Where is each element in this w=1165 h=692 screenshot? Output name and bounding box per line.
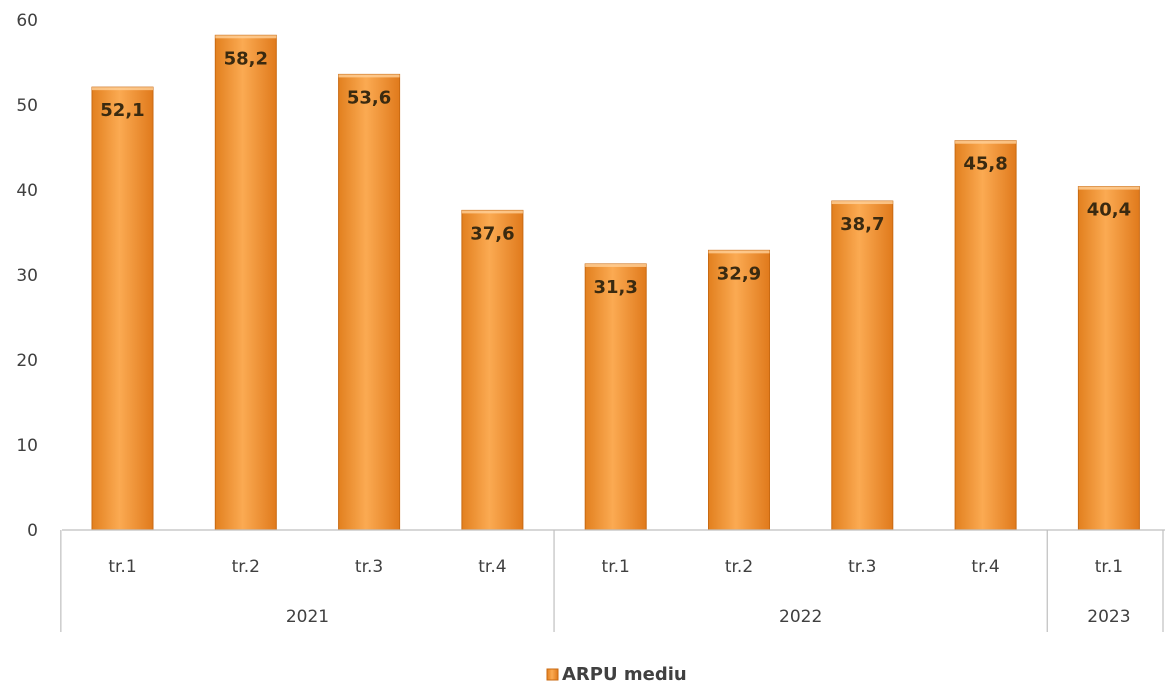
bar-top-highlight	[831, 201, 893, 205]
y-tick-label: 60	[16, 11, 38, 31]
data-label: 58,2	[224, 48, 268, 69]
x-group-label: 2021	[286, 607, 329, 627]
x-category-label: tr.2	[232, 557, 260, 577]
y-tick-label: 50	[16, 96, 38, 116]
data-label: 37,6	[470, 223, 514, 244]
bar	[461, 209, 524, 531]
bar	[338, 73, 401, 531]
bar-top-highlight	[585, 263, 647, 267]
data-labels-group: 52,1 58,2 53,6 37,6 31,3 32,9 38,7 45,8 40,4	[100, 48, 1131, 298]
bar-top-highlight	[92, 87, 153, 91]
data-label: 40,4	[1087, 200, 1131, 221]
bar	[708, 249, 770, 531]
bar-top-highlight	[338, 74, 400, 78]
y-tick-label: 0	[27, 521, 38, 541]
bar	[1077, 186, 1140, 531]
y-tick-label: 40	[16, 181, 38, 201]
bar-top-highlight	[1078, 186, 1140, 190]
bar-top-highlight	[461, 210, 523, 214]
y-tick-label: 30	[16, 266, 38, 286]
data-label: 53,6	[347, 87, 391, 108]
legend-label: ARPU mediu	[562, 664, 687, 685]
x-category-label: tr.2	[725, 557, 753, 577]
x-category-label: tr.3	[848, 557, 876, 577]
data-label: 32,9	[717, 263, 761, 284]
data-label: 45,8	[963, 154, 1007, 175]
bar	[954, 140, 1017, 531]
data-label: 52,1	[100, 100, 144, 121]
x-group-label: 2022	[779, 607, 822, 627]
bar-top-highlight	[215, 35, 277, 39]
x-category-label: tr.1	[602, 557, 630, 577]
bar-top-highlight	[955, 140, 1017, 144]
bar	[831, 200, 894, 531]
x-category-label: tr.1	[1095, 557, 1123, 577]
data-label: 38,7	[840, 214, 884, 235]
y-tick-label: 10	[16, 436, 38, 456]
bar	[584, 263, 647, 531]
bar	[214, 34, 277, 531]
x-group-label: 2023	[1087, 607, 1130, 627]
x-axis: tr.1 tr.2 tr.3 tr.4 tr.1 tr.2 tr.3 tr.4 tr.1 2021…	[60, 529, 1165, 632]
data-label: 31,3	[593, 277, 637, 298]
x-category-label: tr.1	[108, 557, 136, 577]
y-tick-label: 20	[16, 351, 38, 371]
legend: ARPU mediu	[546, 664, 687, 685]
legend-swatch	[546, 668, 559, 681]
y-axis-tick-labels: 0 10 20 30 40 50 60	[16, 11, 38, 541]
bar	[91, 86, 154, 531]
x-category-label: tr.3	[355, 557, 383, 577]
x-category-label: tr.4	[478, 557, 506, 577]
bar-top-highlight	[708, 250, 770, 254]
x-category-label: tr.4	[971, 557, 999, 577]
